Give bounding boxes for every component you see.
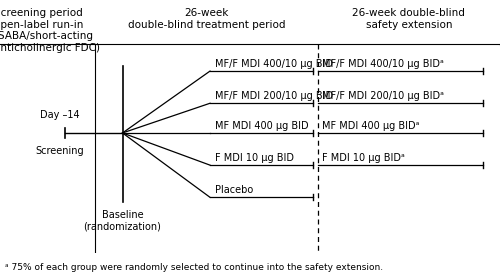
Text: MF/F MDI 200/10 μg BID: MF/F MDI 200/10 μg BID (215, 91, 333, 101)
Text: F MDI 10 μg BIDᵃ: F MDI 10 μg BIDᵃ (322, 153, 405, 163)
Text: MF/F MDI 200/10 μg BIDᵃ: MF/F MDI 200/10 μg BIDᵃ (322, 91, 444, 101)
Text: MF/F MDI 400/10 μg BIDᵃ: MF/F MDI 400/10 μg BIDᵃ (322, 59, 444, 69)
Text: 26-week
double-blind treatment period: 26-week double-blind treatment period (128, 8, 285, 30)
Text: ᵃ 75% of each group were randomly selected to continue into the safety extension: ᵃ 75% of each group were randomly select… (5, 263, 383, 272)
Text: F MDI 10 μg BID: F MDI 10 μg BID (215, 153, 294, 163)
Text: 26-week double-blind
safety extension: 26-week double-blind safety extension (352, 8, 465, 30)
Text: Screening period
open-label run-in
(SABA/short-acting
anticholinergic FDC): Screening period open-label run-in (SABA… (0, 8, 100, 53)
Text: Baseline
(randomization): Baseline (randomization) (84, 210, 162, 231)
Text: MF MDI 400 μg BID: MF MDI 400 μg BID (215, 121, 308, 131)
Text: MF/F MDI 400/10 μg BID: MF/F MDI 400/10 μg BID (215, 59, 333, 69)
Text: MF MDI 400 μg BIDᵃ: MF MDI 400 μg BIDᵃ (322, 121, 420, 131)
Text: Day –14: Day –14 (40, 110, 80, 120)
Text: Placebo: Placebo (215, 185, 254, 195)
Text: Screening: Screening (36, 146, 84, 156)
